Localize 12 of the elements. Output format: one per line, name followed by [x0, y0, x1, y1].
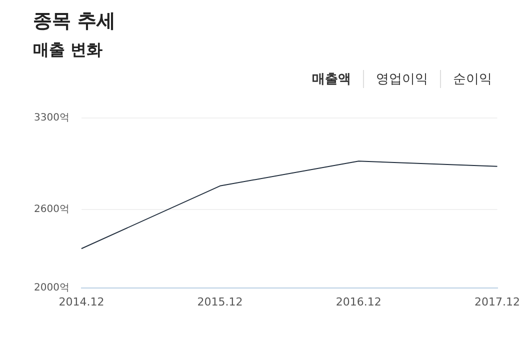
y-tick-label: 2600억 [34, 204, 70, 216]
text: 매출액 [311, 71, 352, 88]
y-tick-label: 3300억 [34, 112, 70, 124]
chart-title: 종목 추세 [33, 9, 116, 34]
y-tick-label: 2000억 [34, 282, 70, 294]
text: 순이익 [440, 70, 504, 88]
text: 영업이익 [363, 70, 440, 88]
x-tick-label: 2015.12 [197, 295, 243, 308]
x-tick-label: 2017.12 [474, 295, 520, 308]
x-tick-label: 2016.12 [336, 295, 382, 308]
chart-subtitle: 매출 변화 [33, 40, 103, 61]
x-tick-label: 2014.12 [58, 295, 104, 308]
